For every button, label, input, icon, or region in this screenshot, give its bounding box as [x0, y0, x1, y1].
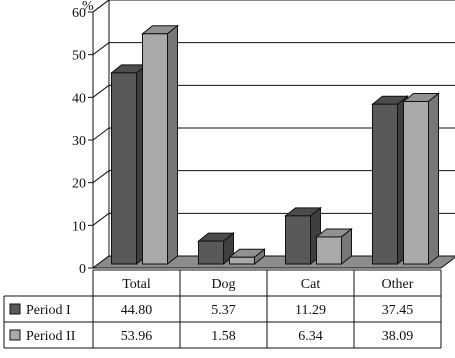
y-tick-label: 60	[72, 6, 86, 21]
x-category-label: Total	[122, 277, 151, 292]
x-category-label: Other	[382, 277, 414, 292]
data-value-label: 5.37	[211, 303, 236, 318]
bar	[285, 215, 311, 265]
data-value-label: 53.96	[121, 329, 153, 344]
bar-side	[428, 92, 439, 266]
data-value-label: 44.80	[121, 303, 153, 318]
y-tick-label: 50	[72, 49, 86, 64]
bar	[372, 103, 398, 265]
gridline-side	[92, 127, 110, 141]
bar	[142, 33, 168, 265]
gridline-side	[92, 42, 110, 56]
legend-swatch	[9, 329, 21, 341]
chart-floor	[91, 255, 455, 269]
gridline-side	[92, 212, 110, 226]
gridline-side	[92, 84, 110, 98]
data-value-label: 38.09	[382, 329, 414, 344]
y-unit-label: %	[82, 0, 94, 14]
bar	[229, 256, 255, 265]
x-category-label: Cat	[301, 277, 321, 292]
y-tick-label: 30	[72, 134, 86, 149]
legend-swatch	[9, 303, 21, 315]
legend-series-name: Period II	[26, 329, 76, 344]
data-value-label: 6.34	[298, 329, 323, 344]
data-value-label: 11.29	[295, 303, 326, 318]
y-tick-label: 40	[72, 91, 86, 106]
gridline-side	[92, 170, 110, 184]
legend-series-name: Period I	[26, 303, 71, 318]
bar	[111, 72, 137, 265]
bar	[198, 240, 224, 265]
y-tick-label: 10	[72, 219, 86, 234]
bar	[403, 100, 429, 265]
bar	[316, 236, 342, 265]
y-tick-label: 20	[72, 177, 86, 192]
gridline-side	[92, 0, 110, 13]
bar-side	[167, 24, 178, 266]
y-tick-label: 0	[79, 262, 86, 277]
x-category-label: Dog	[211, 277, 235, 292]
data-value-label: 1.58	[211, 329, 236, 344]
data-value-label: 37.45	[382, 303, 414, 318]
